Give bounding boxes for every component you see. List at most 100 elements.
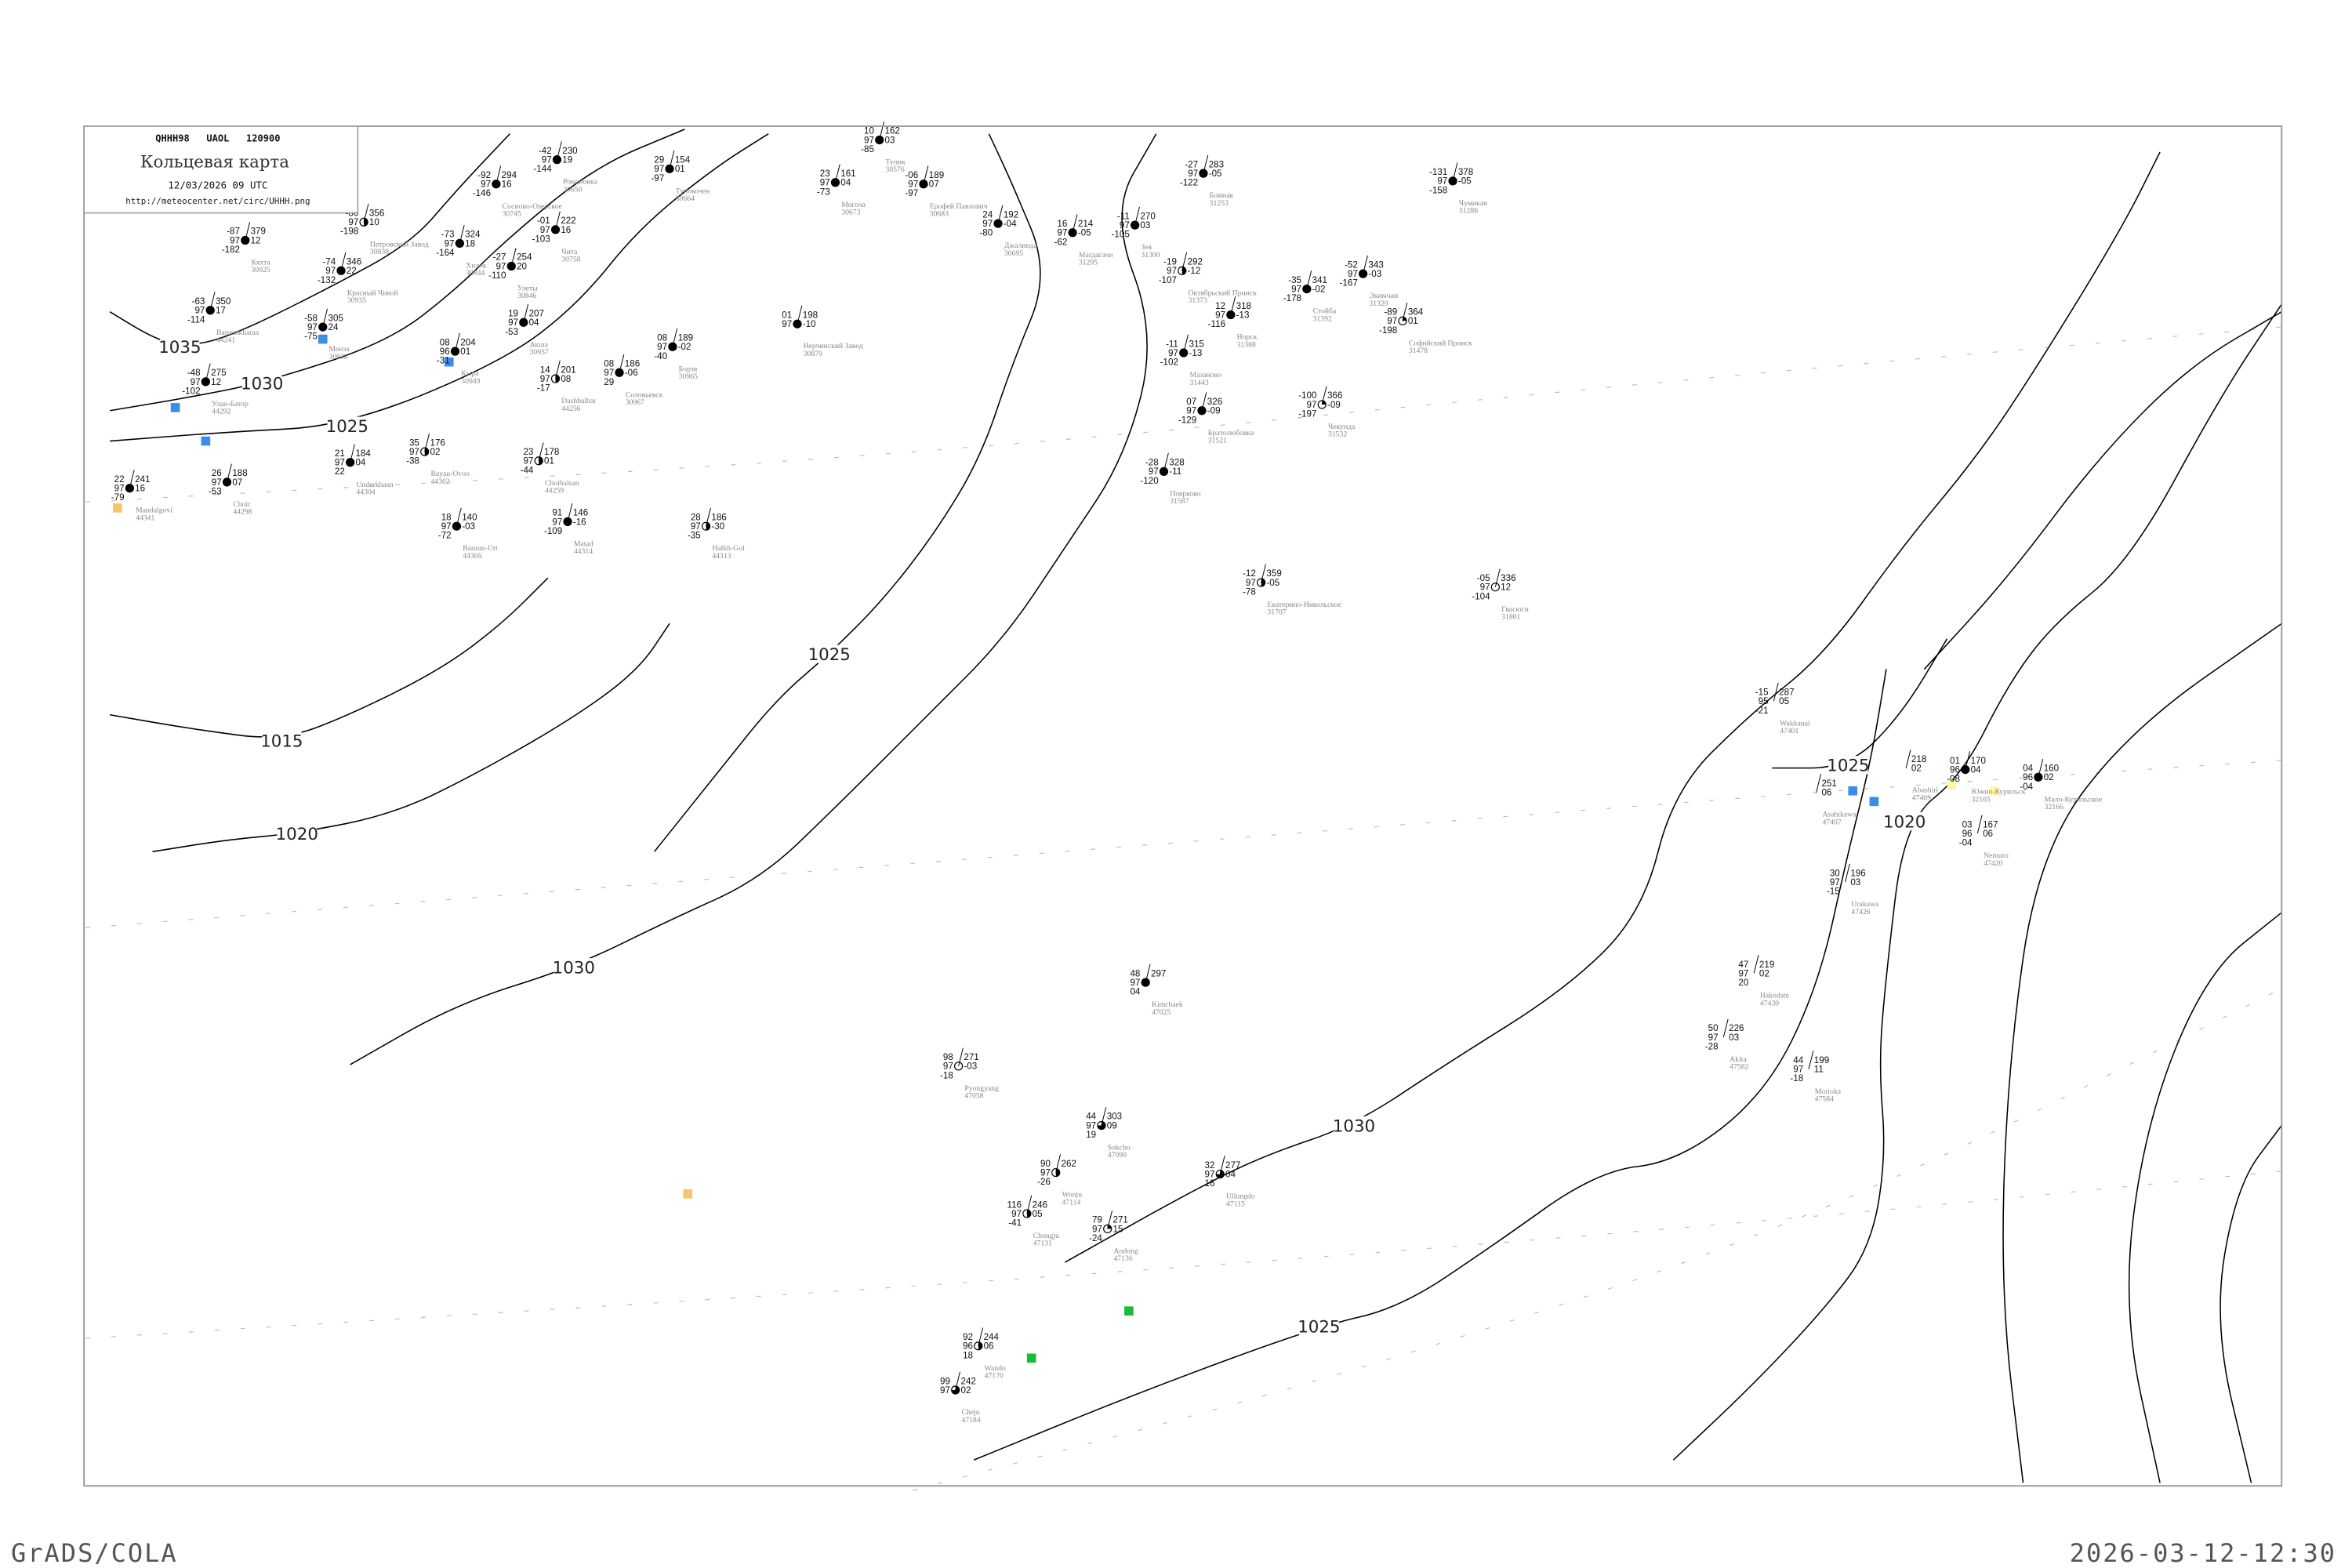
cloud-cover-icon — [125, 484, 134, 493]
station-name: Ерофей Павлович — [930, 202, 988, 211]
cloud-cover-icon — [1199, 169, 1208, 178]
station-name: Гвасюги — [1501, 605, 1529, 614]
visibility-value: 97 — [1040, 1168, 1051, 1178]
pressure-value: 262 — [1062, 1159, 1076, 1169]
temperature-value: 04 — [2023, 764, 2033, 774]
wind-barb-icon — [205, 363, 211, 383]
pressure-tendency-value: 04 — [1971, 764, 1981, 775]
station-name: Mandalgovi — [136, 506, 172, 515]
temperature-value: 23 — [523, 447, 533, 457]
wind-barb-icon — [1306, 270, 1312, 289]
visibility-value: 97 — [445, 238, 455, 249]
wind-barb-icon — [1753, 955, 1759, 974]
wind-barb-icon — [1101, 1107, 1107, 1126]
pressure-value: 275 — [211, 368, 226, 378]
station-name: Bayan-Ovoo — [430, 470, 470, 478]
cloud-cover-fill — [555, 374, 560, 383]
pressure-tendency-value: 22 — [347, 266, 357, 276]
pressure-value: 170 — [1971, 756, 1987, 766]
pressure-value: 303 — [1107, 1112, 1122, 1122]
dewpoint-value: -35 — [688, 531, 701, 541]
visibility-value: 97 — [654, 164, 664, 174]
pressure-value: 146 — [573, 508, 588, 518]
pressure-tendency-value: 02 — [430, 447, 440, 457]
snow-marker — [318, 334, 328, 344]
station-id: 31707 — [1267, 608, 1286, 617]
station-id: 32165 — [1972, 795, 1991, 804]
temperature-value: -48 — [187, 368, 201, 378]
station-id: 30844 — [466, 269, 485, 278]
station-id: 47136 — [1113, 1254, 1132, 1263]
visibility-value: 97 — [1167, 266, 1177, 276]
dewpoint-value: -18 — [1790, 1073, 1803, 1083]
visibility-value: 97 — [604, 368, 614, 378]
dewpoint-value: -24 — [1089, 1233, 1102, 1243]
isobar-label-bg — [554, 958, 594, 977]
cloud-cover-fill — [706, 522, 710, 531]
graticule-lines — [85, 326, 2282, 1491]
temperature-value: 08 — [440, 337, 450, 347]
isobar-line — [152, 622, 670, 853]
visibility-value: 97 — [1348, 269, 1358, 279]
station-id: 47430 — [1760, 999, 1779, 1007]
isobar-line — [110, 577, 549, 738]
cloud-cover-fill — [1026, 1209, 1031, 1218]
pressure-value: 204 — [460, 337, 476, 347]
pressure-value: 201 — [561, 365, 575, 375]
visibility-value: 96 — [2023, 772, 2033, 782]
station-name: Чита — [561, 248, 578, 256]
pressure-tendency-value: 04 — [355, 458, 365, 468]
pressure-tendency-value: 03 — [885, 135, 895, 145]
station-id: 30838 — [370, 248, 389, 256]
pressure-tendency-value: 01 — [675, 164, 685, 174]
dewpoint-value: -198 — [1379, 325, 1397, 336]
wind-barb-icon — [1261, 564, 1266, 583]
station-name: Нерчинский Завод — [804, 342, 863, 350]
temperature-value: -63 — [192, 296, 205, 307]
dewpoint-value: -110 — [488, 270, 506, 281]
pressure-tendency-value: 03 — [1140, 220, 1150, 230]
pressure-value: 188 — [232, 468, 247, 478]
dewpoint-value: -197 — [1298, 409, 1316, 419]
pressure-value: 244 — [984, 1332, 1000, 1342]
graticule-line — [85, 760, 2282, 928]
pressure-value: 167 — [1983, 819, 1998, 829]
station-name: Sokcho — [1108, 1144, 1131, 1152]
temperature-value: -11 — [1117, 211, 1130, 221]
station-id: 47409 — [1912, 793, 1931, 802]
cloud-cover-icon — [552, 155, 562, 165]
temperature-value: -74 — [322, 257, 336, 267]
visibility-value: 96 — [1962, 829, 1973, 839]
pressure-value: 189 — [678, 333, 693, 343]
visibility-value: 97 — [1738, 968, 1748, 978]
pressure-tendency-value: 06 — [1983, 829, 1993, 839]
pressure-value: 350 — [216, 296, 231, 307]
visibility-value: 97 — [191, 377, 201, 387]
station-id: 31329 — [1369, 299, 1388, 308]
pressure-tendency-value: 17 — [216, 306, 226, 316]
temperature-value: 24 — [982, 209, 993, 220]
visibility-value: 97 — [1168, 348, 1178, 358]
station-id: 31532 — [1328, 430, 1347, 439]
pressure-tendency-value: 06 — [1821, 788, 1831, 798]
cloud-cover-fill — [1055, 1168, 1060, 1177]
visibility-value: 97 — [409, 447, 419, 457]
snow-marker — [444, 357, 454, 367]
visibility-value: 97 — [1057, 228, 1067, 238]
wind-barb-icon — [1107, 1210, 1112, 1229]
pressure-tendency-value: 02 — [961, 1385, 971, 1396]
temperature-value: -92 — [477, 170, 491, 180]
pressure-value: 315 — [1189, 339, 1203, 349]
green-marker — [1026, 1353, 1036, 1363]
station-name: Чумикан — [1459, 199, 1487, 208]
wind-barb-icon — [978, 1327, 984, 1346]
isobar-layer: 1035103010251015102010251030103010251025… — [109, 129, 2282, 1483]
visibility-value: 95 — [1759, 696, 1769, 706]
station-name: Abashiri — [1912, 786, 1939, 795]
station-name: Baruunkharaa — [216, 328, 260, 337]
station-name: Норск — [1237, 333, 1258, 342]
temperature-value: 50 — [1708, 1023, 1719, 1033]
station-id: 47115 — [1226, 1200, 1245, 1208]
